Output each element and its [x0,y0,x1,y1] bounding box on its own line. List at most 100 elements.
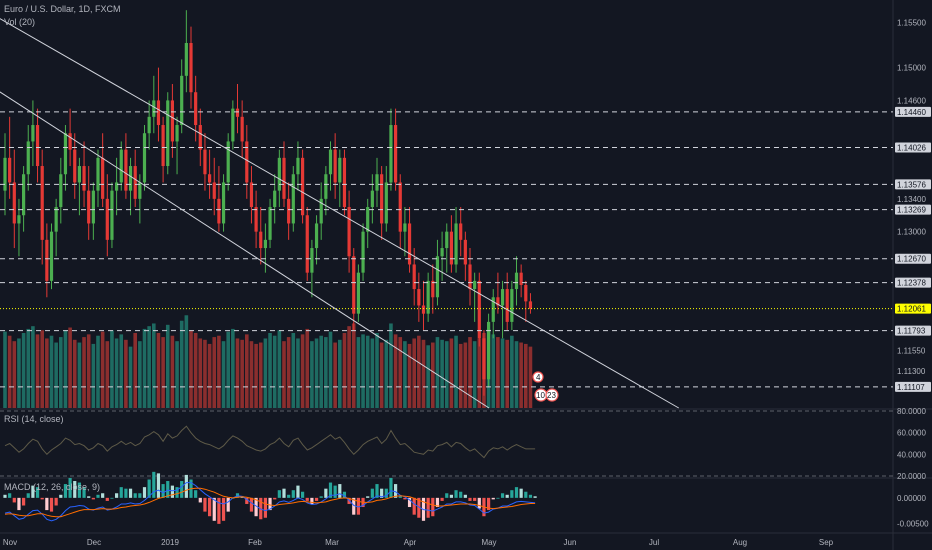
candle-body [63,133,68,175]
volume-bar [314,338,319,408]
candle-body [226,141,230,183]
candle-body [291,174,295,224]
macd-histogram-bar [310,497,314,504]
candle-body [152,100,156,117]
event-badges: 4 10 23 [532,371,559,402]
volume-bar [86,334,91,408]
macd-histogram-bar [208,497,212,517]
candle-body [375,174,379,191]
volume-bar [249,341,254,408]
volume-bar [435,337,440,408]
volume-bar [496,337,500,408]
macd-histogram-bar [217,497,221,524]
candle-body [361,231,365,273]
macd-histogram-bar [73,481,77,498]
candle-body [394,125,398,183]
macd-histogram-bar [403,497,407,500]
volume-bar [217,335,221,408]
volume-bar [291,333,296,408]
event-badge [532,371,544,383]
candle-body [68,133,72,150]
macd-tick-label: 0.00000 [897,494,926,503]
candle-body [505,289,509,322]
macd-histogram-bar [180,481,184,498]
chart-title: Euro / U.S. Dollar, 1D, FXCM [4,4,121,14]
volume-bar [82,337,86,408]
candle-body [347,207,351,257]
candle-body [417,289,421,306]
macd-histogram-bar [463,494,467,498]
time-tick-label: Jun [564,538,577,547]
macd-histogram-bar [519,488,523,498]
macd-tick-label: -0.00500 [897,519,929,528]
candle-body [254,207,258,232]
candle-body [384,182,388,224]
candle-body [194,92,198,126]
volume-bar [444,341,449,408]
time-tick-label: May [481,538,496,547]
candle-body [528,301,533,309]
macd-histogram-bar [352,497,356,515]
macd-histogram-bar [338,484,342,498]
volume-bar [277,330,282,408]
time-tick-label: Feb [248,538,262,547]
volume-bar [207,343,212,408]
time-axis: Nov Dec 2019 Feb Mar Apr May Jun Jul Aug Sep [3,538,834,547]
macd-histogram-bar [500,493,505,498]
volume-bar [500,338,505,408]
volume-bar [156,333,161,408]
candle-body [305,215,309,273]
level-price-label: 1.13576 [897,180,926,189]
macd-histogram-bar [45,497,49,511]
trendlines [0,18,679,409]
volume-bar [282,341,286,408]
candle-body [380,174,384,224]
candle-body [273,190,277,208]
macd-histogram-bar [407,497,412,508]
candle-body [366,207,370,232]
volume-bar [319,335,323,408]
macd-histogram-bar [435,497,440,508]
macd-histogram-bar [324,488,328,498]
candle-body [333,149,337,183]
candle-body [77,166,81,183]
macd-histogram-bar [370,488,374,498]
candle-body [314,223,319,249]
candle-body [189,43,193,93]
volume-bar [458,343,463,408]
volume-bar [524,343,528,408]
candle-body [119,149,123,183]
candle-body [449,231,453,265]
volume-bar [412,338,416,408]
volume-bar [510,335,514,408]
volume-bar [328,331,333,408]
candle-body [175,125,179,142]
volume-bar [63,330,68,408]
candle-body [3,157,7,191]
macd-histogram-bar [528,494,533,498]
level-price-label: 1.14026 [897,144,926,153]
level-price-box [895,277,931,288]
macd-histogram-bar [496,497,500,499]
macd-histogram-bar [268,497,272,511]
volume-bar [514,341,519,408]
volume-bar [105,341,110,408]
rsi-pane: 80.0000 60.0000 40.0000 20.0000 [0,407,926,481]
candle-body [124,149,128,191]
candle-body [510,289,514,322]
rsi-tick-label: 60.0000 [897,429,926,438]
time-tick-label: Nov [3,538,17,547]
volume-bar [426,345,430,408]
volume-bar [45,338,49,408]
macd-histogram-bar [245,497,249,504]
volume-bar [347,326,351,408]
candle-body [352,256,356,314]
candle-body [524,284,528,302]
volume-bar [477,338,482,408]
horizontal-levels [0,111,893,388]
macd-histogram-bar [138,493,142,498]
volume-bar [124,339,128,408]
time-tick-label: Jul [649,538,659,547]
volume-bar [403,341,407,408]
macd-histogram-bar [101,493,105,498]
